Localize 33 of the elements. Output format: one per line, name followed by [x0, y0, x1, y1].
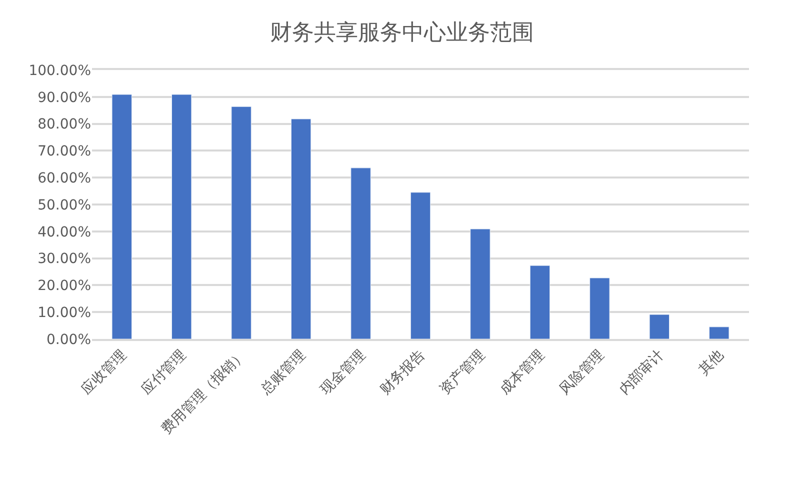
- bar: [290, 118, 312, 339]
- y-tick-label: 90.00%: [38, 90, 91, 106]
- bar: [231, 106, 252, 339]
- y-tick-label: 60.00%: [38, 170, 91, 186]
- x-tick-label: 风险管理: [556, 347, 608, 398]
- y-tick-label: 10.00%: [38, 305, 91, 321]
- bar: [530, 265, 550, 339]
- chart-title: 财务共享服务中心业务范围: [270, 20, 534, 46]
- x-tick-label: 应收管理: [78, 347, 130, 398]
- y-tick-label: 100.00%: [28, 62, 91, 79]
- x-tick-label: 现金管理: [318, 347, 369, 398]
- bar: [112, 94, 132, 339]
- x-tick-label: 成本管理: [496, 347, 548, 398]
- y-tick-label: 40.00%: [38, 224, 91, 240]
- x-tick-label: 其他: [696, 347, 727, 378]
- x-tick-label: 内部审计: [616, 347, 668, 398]
- x-tick-label: 总账管理: [257, 347, 309, 399]
- y-tick-label: 80.00%: [38, 116, 91, 133]
- bar: [649, 314, 670, 339]
- bar: [410, 192, 431, 339]
- y-tick-label: 70.00%: [38, 144, 91, 160]
- y-tick-label: 30.00%: [38, 251, 91, 268]
- x-tick-label: 资产管理: [437, 347, 488, 398]
- y-tick-label: 20.00%: [38, 278, 91, 294]
- bar: [171, 94, 192, 339]
- bar: [709, 326, 730, 339]
- bar: [470, 228, 490, 339]
- y-tick-label: 50.00%: [38, 197, 91, 214]
- x-tick-label: 财务报告: [377, 347, 428, 398]
- x-tick-label: 应付管理: [138, 347, 190, 398]
- y-tick-label: 0.00%: [46, 332, 91, 348]
- bar: [350, 168, 371, 339]
- bar: [590, 278, 610, 339]
